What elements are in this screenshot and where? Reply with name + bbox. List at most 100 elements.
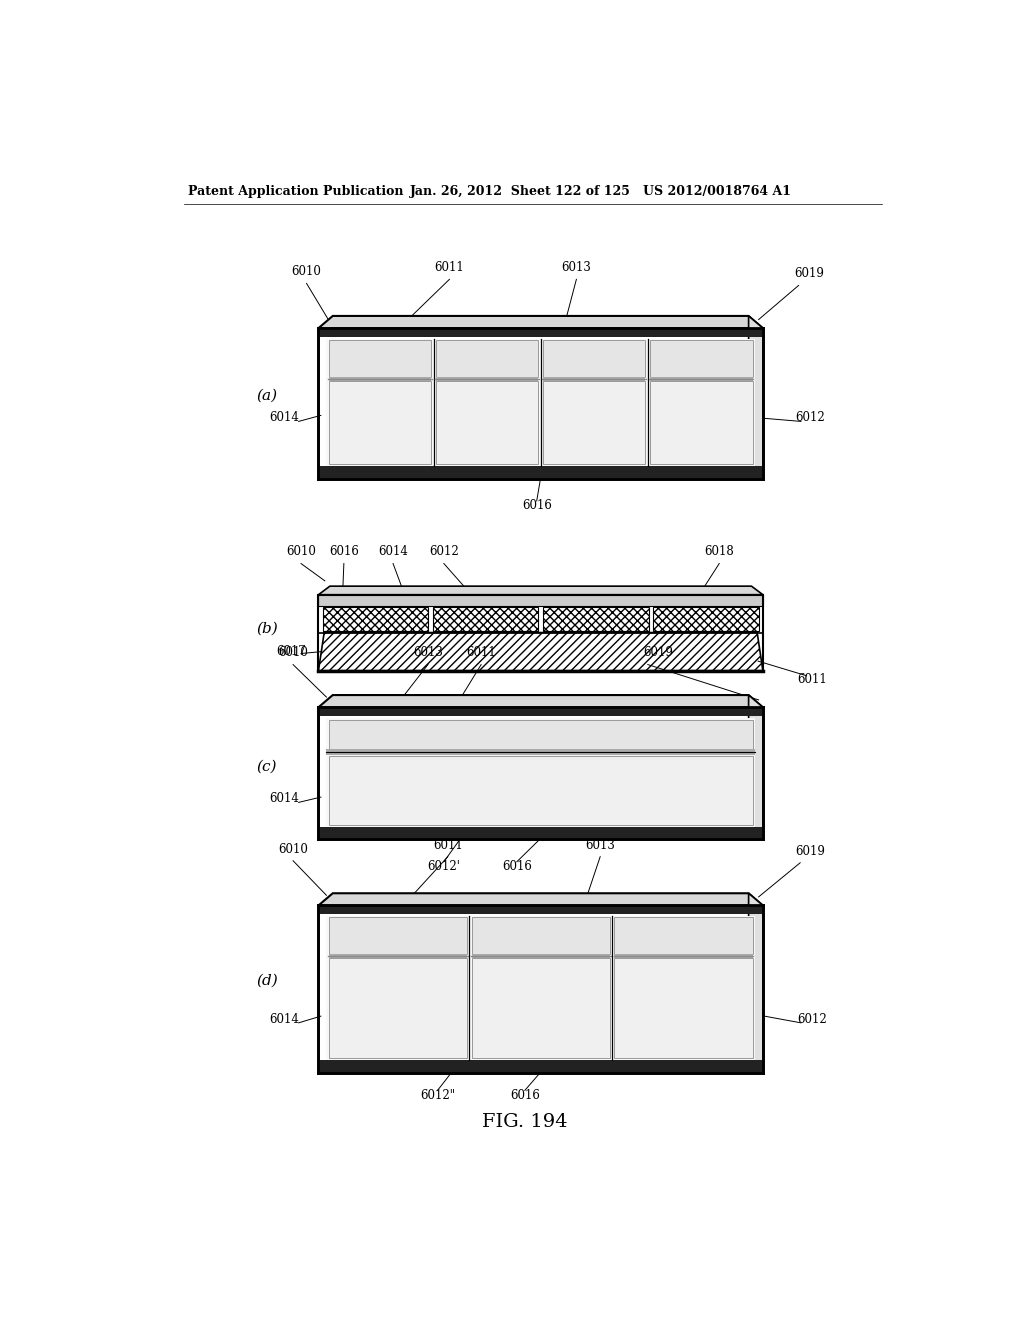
- Point: [681, 751, 697, 772]
- Point: [478, 783, 495, 804]
- Point: [694, 408, 711, 429]
- Point: [375, 807, 391, 828]
- Point: [692, 763, 709, 784]
- Point: [646, 1002, 663, 1023]
- Point: [437, 752, 454, 774]
- Point: [402, 374, 419, 395]
- Point: [494, 923, 510, 944]
- Point: [728, 952, 744, 973]
- Point: [634, 972, 650, 993]
- Point: [579, 771, 595, 792]
- Point: [456, 756, 472, 777]
- Point: [485, 777, 502, 799]
- Point: [627, 920, 643, 941]
- Point: [398, 404, 415, 425]
- Point: [478, 388, 495, 409]
- Point: [594, 800, 610, 821]
- Point: [387, 965, 403, 986]
- Text: FIG. 194: FIG. 194: [482, 1113, 567, 1131]
- Point: [471, 917, 487, 939]
- Point: [337, 999, 353, 1020]
- Point: [526, 404, 543, 425]
- Point: [528, 449, 545, 470]
- Point: [445, 750, 462, 771]
- Point: [726, 334, 742, 355]
- Point: [691, 784, 708, 805]
- Point: [472, 335, 488, 356]
- Point: [596, 450, 612, 471]
- Point: [737, 985, 754, 1006]
- Point: [675, 341, 691, 362]
- Point: [339, 1036, 355, 1057]
- Point: [485, 772, 502, 793]
- Point: [504, 413, 520, 434]
- Point: [723, 1001, 739, 1022]
- Point: [688, 953, 705, 974]
- Point: [468, 729, 484, 750]
- Point: [548, 744, 564, 766]
- Point: [532, 805, 549, 826]
- Point: [480, 744, 497, 766]
- Point: [745, 750, 762, 771]
- Point: [326, 789, 342, 810]
- Point: [545, 713, 561, 734]
- Point: [646, 921, 663, 942]
- Point: [366, 708, 382, 729]
- Point: [707, 1019, 723, 1040]
- Point: [565, 970, 582, 991]
- Point: [721, 333, 737, 354]
- Point: [421, 442, 437, 463]
- Point: [417, 392, 433, 413]
- Point: [537, 367, 553, 388]
- Point: [436, 807, 453, 828]
- Point: [410, 783, 426, 804]
- Point: [734, 417, 751, 438]
- Point: [515, 358, 531, 379]
- Point: [540, 723, 556, 744]
- Point: [592, 1039, 608, 1060]
- Point: [673, 341, 689, 362]
- Point: [647, 924, 664, 945]
- Point: [627, 1006, 643, 1027]
- Point: [701, 767, 718, 788]
- Point: [548, 743, 564, 764]
- Point: [680, 805, 696, 826]
- Point: [525, 737, 542, 758]
- Point: [510, 777, 526, 799]
- Point: [487, 788, 504, 809]
- Point: [353, 436, 370, 457]
- Point: [651, 437, 668, 458]
- Point: [345, 1031, 361, 1052]
- Point: [432, 433, 449, 454]
- Point: [612, 952, 629, 973]
- Point: [485, 920, 502, 941]
- Point: [519, 449, 536, 470]
- Point: [707, 929, 723, 950]
- Point: [534, 791, 550, 812]
- Point: [492, 750, 508, 771]
- Point: [437, 341, 454, 362]
- Point: [541, 437, 557, 458]
- Point: [356, 983, 373, 1005]
- Point: [711, 909, 727, 931]
- Point: [670, 368, 686, 389]
- Point: [586, 936, 602, 957]
- Point: [518, 961, 535, 982]
- Point: [416, 748, 432, 770]
- Point: [536, 376, 552, 397]
- Point: [722, 986, 738, 1007]
- Point: [668, 374, 684, 395]
- Point: [662, 333, 678, 354]
- Point: [734, 788, 751, 809]
- Point: [666, 957, 682, 978]
- Point: [629, 1038, 645, 1059]
- Point: [425, 979, 441, 1001]
- Point: [496, 950, 512, 972]
- Point: [729, 969, 745, 990]
- Point: [677, 760, 693, 781]
- Point: [567, 725, 584, 746]
- Point: [652, 985, 669, 1006]
- Point: [629, 445, 645, 466]
- Point: [337, 803, 353, 824]
- Point: [645, 1010, 662, 1031]
